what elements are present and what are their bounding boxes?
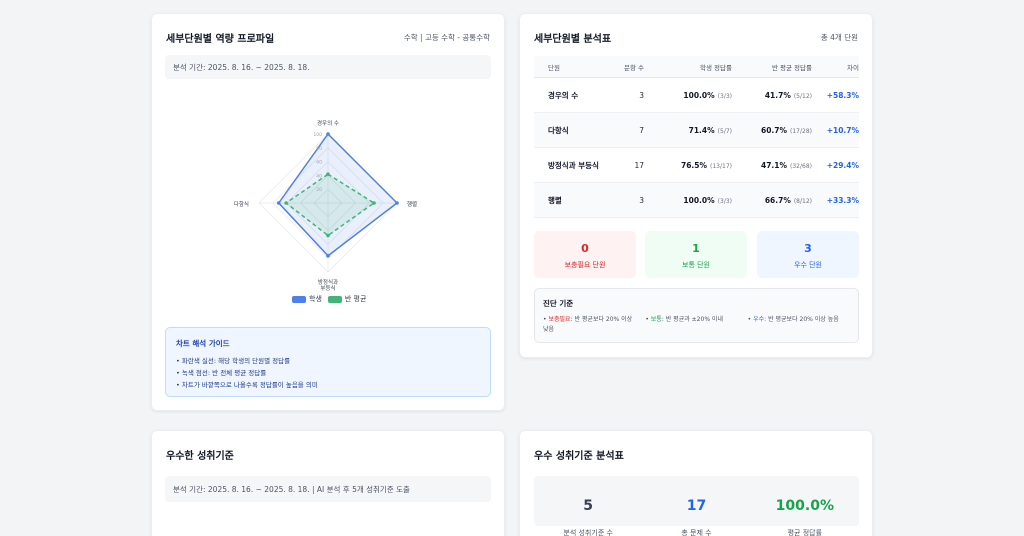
radar-axis-label: 다항식 [234, 200, 249, 208]
radar-tick-label: 40 [316, 173, 322, 179]
excellent-table-title: 우수 성취기준 분석표 [534, 451, 624, 462]
row-student: 100.0% (3/3) [683, 90, 732, 100]
analysis-title: 세부단원별 분석표 [534, 34, 612, 45]
legend-student[interactable]: 학생 [292, 294, 322, 304]
row-student: 76.5% (13/17) [680, 160, 732, 170]
radar-point [395, 201, 399, 205]
row-count: 3 [639, 195, 644, 205]
guide-title: 차트 해석 가이드 [176, 339, 230, 348]
radar-axis-label: 방정식과 [318, 278, 338, 286]
radar-point [284, 201, 288, 205]
diagnosis-criteria: 진단 기준 • 보충필요: 반 평균보다 20% 이상 낮음 • 보통: 반 평… [534, 288, 859, 343]
table-row[interactable]: 경우의 수 3 100.0% (3/3) 41.7% (5/12) +58.3% [534, 78, 859, 113]
table-row[interactable]: 방정식과 부등식 17 76.5% (13/17) 47.1% (32/68) +2… [534, 148, 859, 183]
header-count: 문항 수 [623, 63, 644, 72]
header-unit: 단원 [548, 63, 560, 72]
stat-normal: 1 보통 단원 [645, 231, 747, 278]
header-student: 학생 정답률 [700, 63, 732, 72]
radar-point [276, 201, 281, 205]
summary-num: 5 [583, 498, 594, 514]
row-unit: 경우의 수 [548, 90, 579, 100]
stat-num: 0 [581, 242, 589, 255]
stat-num: 3 [804, 242, 812, 255]
radar-point [326, 132, 330, 136]
excellent-summary: 5 분석 성취기준 수 17 총 문제 수 100.0% 평균 정답률 [534, 476, 859, 536]
table-header: 단원 문항 수 학생 정답률 반 평균 정답률 차이 [534, 56, 859, 78]
chart-guide: 차트 해석 가이드 • 파란색 실선: 해당 학생의 단원별 정답률 • 녹색 … [165, 327, 491, 397]
radar-axis-label: 부등식 [320, 284, 335, 292]
row-diff: +58.3% [826, 90, 859, 100]
row-unit: 방정식과 부등식 [548, 160, 599, 170]
row-unit: 행렬 [548, 195, 562, 205]
summary-standards: 5 분석 성취기준 수 [534, 476, 642, 536]
radar-point [326, 172, 330, 177]
profile-title: 세부단원별 역량 프로파일 [166, 34, 275, 45]
summary-label: 분석 성취기준 수 [563, 529, 613, 536]
radar-axis-label: 행렬 [407, 200, 417, 208]
radar-legend: 학생 반 평균 [292, 294, 366, 304]
row-student: 100.0% (3/3) [683, 195, 732, 205]
stat-label: 우수 단원 [794, 261, 822, 269]
radar-tick-label: 100 [313, 132, 322, 138]
excellent-period: 분석 기간: 2025. 8. 16. ~ 2025. 8. 18. | AI … [165, 476, 491, 502]
legend-student-label: 학생 [309, 295, 322, 303]
row-unit: 다항식 [548, 125, 569, 135]
radar-point [326, 233, 330, 238]
criteria-excellent: • 우수: 반 평균보다 20% 이상 높음 [747, 316, 839, 323]
stat-label: 보충필요 단원 [564, 261, 606, 269]
criteria-normal: • 보통: 반 평균과 ±20% 이내 [645, 316, 723, 323]
guide-item: • 파란색 실선: 해당 학생의 단원별 정답률 [176, 357, 291, 365]
summary-num: 17 [686, 498, 707, 514]
radar-tick-label: 20 [316, 187, 322, 193]
summary-problems: 17 총 문제 수 [642, 476, 750, 536]
summary-label: 평균 정답률 [787, 529, 823, 536]
stat-num: 1 [692, 242, 700, 255]
radar-tick-label: 60 [316, 160, 322, 166]
row-diff: +33.3% [826, 195, 859, 205]
guide-item: • 녹색 점선: 반 전체 평균 정답률 [176, 369, 267, 377]
criteria-title: 진단 기준 [543, 299, 574, 308]
stat-excellent: 3 우수 단원 [757, 231, 859, 278]
analysis-table: 단원 문항 수 학생 정답률 반 평균 정답률 차이 경우의 수 3 100.0… [534, 56, 859, 218]
row-count: 17 [634, 160, 644, 170]
guide-item: • 차트가 바깥쪽으로 나올수록 정답률이 높음을 의미 [176, 381, 318, 389]
header-diff: 차이 [847, 63, 859, 72]
row-count: 3 [639, 90, 644, 100]
row-avg: 60.7% (17/28) [760, 125, 812, 135]
row-diff: +29.4% [826, 160, 859, 170]
row-diff: +10.7% [826, 125, 859, 135]
row-avg: 66.7% (8/12) [764, 195, 812, 205]
radar-axis-label: 경우의 수 [317, 120, 339, 127]
radar-point [326, 253, 330, 258]
criteria-need: • 보충필요: 반 평균보다 20% 이상 낮음 [543, 316, 633, 333]
header-avg: 반 평균 정답률 [771, 63, 812, 72]
radar-series-class [284, 173, 376, 237]
radar-tick-label: 80 [316, 146, 322, 152]
table-row[interactable]: 다항식 7 71.4% (5/7) 60.7% (17/28) +10.7% [534, 113, 859, 148]
summary-num: 100.0% [775, 498, 834, 514]
row-avg: 41.7% (5/12) [764, 90, 812, 100]
row-student: 71.4% (5/7) [688, 125, 732, 135]
excellent-title: 우수한 성취기준 [166, 451, 234, 462]
legend-student-swatch [292, 295, 306, 303]
legend-class-swatch [327, 295, 342, 303]
summary-label: 총 문제 수 [681, 529, 712, 536]
profile-subject: 수학 | 고등 수학 - 공통수학 [403, 33, 490, 42]
analysis-count: 총 4개 단원 [820, 33, 858, 42]
stat-label: 보통 단원 [682, 261, 710, 269]
summary-accuracy: 100.0% 평균 정답률 [751, 476, 859, 536]
table-row[interactable]: 행렬 3 100.0% (3/3) 66.7% (8/12) +33.3% [534, 183, 859, 218]
radar-point [372, 201, 376, 205]
stat-need-support: 0 보충필요 단원 [534, 231, 636, 278]
profile-period: 분석 기간: 2025. 8. 16. ~ 2025. 8. 18. [165, 55, 491, 79]
legend-class[interactable]: 반 평균 [327, 294, 367, 304]
row-avg: 47.1% (32/68) [760, 160, 812, 170]
legend-class-label: 반 평균 [344, 295, 367, 303]
row-count: 7 [639, 125, 644, 135]
